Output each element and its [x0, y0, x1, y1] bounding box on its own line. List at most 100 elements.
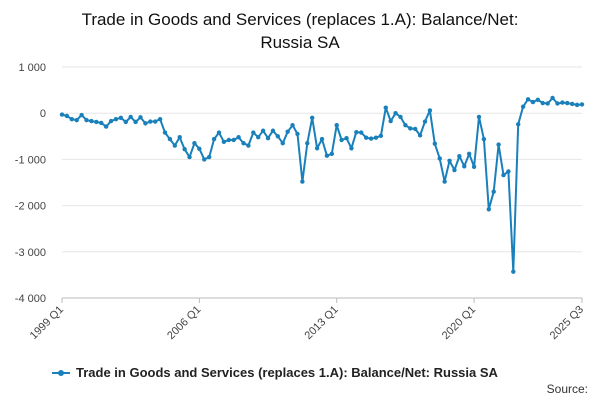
data-point[interactable]	[427, 108, 433, 113]
data-point[interactable]	[398, 114, 403, 120]
data-point[interactable]	[579, 102, 585, 107]
data-point[interactable]	[506, 169, 511, 174]
data-point[interactable]	[447, 158, 452, 163]
data-point[interactable]	[437, 156, 442, 161]
data-point[interactable]	[148, 119, 153, 124]
data-point[interactable]	[339, 137, 344, 143]
data-point[interactable]	[192, 141, 197, 146]
data-point[interactable]	[378, 133, 384, 139]
data-point[interactable]	[305, 141, 310, 146]
data-point[interactable]	[422, 119, 428, 124]
data-point[interactable]	[383, 105, 388, 110]
data-point[interactable]	[197, 146, 202, 151]
data-point[interactable]	[393, 111, 398, 116]
data-point[interactable]	[535, 97, 541, 103]
data-point[interactable]	[275, 134, 281, 139]
data-point[interactable]	[143, 121, 148, 126]
data-point[interactable]	[231, 137, 236, 143]
data-point[interactable]	[344, 135, 349, 141]
data-point[interactable]	[300, 179, 305, 184]
data-point[interactable]	[69, 117, 75, 122]
data-point[interactable]	[432, 141, 438, 146]
data-point[interactable]	[408, 126, 413, 131]
data-point[interactable]	[442, 179, 447, 184]
data-point[interactable]	[153, 119, 158, 124]
data-point[interactable]	[221, 139, 227, 145]
data-point[interactable]	[462, 164, 467, 169]
data-point[interactable]	[118, 115, 124, 121]
data-point[interactable]	[84, 117, 89, 123]
data-point[interactable]	[550, 95, 555, 101]
data-point[interactable]	[187, 154, 192, 160]
data-point[interactable]	[226, 137, 231, 143]
data-point[interactable]	[172, 143, 178, 148]
data-point[interactable]	[260, 128, 266, 133]
data-point[interactable]	[236, 135, 241, 140]
data-point[interactable]	[368, 136, 374, 141]
data-point[interactable]	[285, 129, 290, 134]
data-point[interactable]	[481, 136, 487, 142]
data-point[interactable]	[94, 119, 99, 125]
data-point[interactable]	[530, 99, 536, 105]
data-point[interactable]	[256, 135, 261, 140]
data-point[interactable]	[314, 146, 320, 151]
data-point[interactable]	[241, 141, 246, 146]
data-point[interactable]	[324, 153, 330, 158]
data-point[interactable]	[99, 120, 104, 126]
data-point[interactable]	[295, 131, 300, 137]
data-point[interactable]	[491, 189, 496, 194]
data-point[interactable]	[466, 151, 472, 157]
data-point[interactable]	[329, 151, 335, 157]
data-point[interactable]	[206, 154, 212, 160]
data-point[interactable]	[133, 119, 138, 125]
data-point[interactable]	[280, 141, 285, 146]
data-point[interactable]	[545, 101, 550, 106]
data-point[interactable]	[417, 133, 423, 138]
data-point[interactable]	[79, 112, 84, 118]
data-point[interactable]	[413, 126, 418, 132]
data-point[interactable]	[511, 269, 516, 274]
data-point[interactable]	[354, 129, 359, 135]
data-point[interactable]	[349, 146, 354, 151]
data-point[interactable]	[123, 119, 128, 125]
data-point[interactable]	[471, 164, 477, 169]
data-point[interactable]	[388, 118, 393, 124]
data-point[interactable]	[457, 153, 462, 159]
data-point[interactable]	[555, 101, 560, 106]
data-point[interactable]	[202, 157, 207, 162]
legend[interactable]: Trade in Goods and Services (replaces 1.…	[52, 365, 498, 380]
data-point[interactable]	[560, 100, 565, 105]
data-point[interactable]	[59, 112, 65, 117]
data-point[interactable]	[496, 142, 501, 147]
data-point[interactable]	[363, 135, 369, 140]
data-point[interactable]	[359, 130, 364, 135]
data-point[interactable]	[476, 114, 482, 120]
data-point[interactable]	[540, 100, 545, 106]
data-point[interactable]	[373, 135, 379, 140]
data-point[interactable]	[251, 130, 256, 135]
data-point[interactable]	[452, 167, 457, 173]
data-point[interactable]	[270, 128, 276, 133]
data-point[interactable]	[565, 100, 570, 106]
data-point[interactable]	[108, 118, 114, 124]
data-point[interactable]	[520, 104, 526, 109]
data-point[interactable]	[211, 136, 217, 142]
data-point[interactable]	[177, 135, 182, 140]
data-point[interactable]	[309, 115, 315, 121]
data-point[interactable]	[113, 117, 119, 122]
data-point[interactable]	[265, 135, 271, 141]
data-point[interactable]	[334, 123, 339, 128]
data-point[interactable]	[574, 102, 580, 108]
data-point[interactable]	[290, 123, 295, 128]
data-point[interactable]	[403, 123, 408, 128]
data-point[interactable]	[64, 113, 70, 119]
data-point[interactable]	[103, 124, 109, 129]
data-point[interactable]	[319, 136, 325, 142]
data-point[interactable]	[128, 114, 133, 120]
data-point[interactable]	[486, 207, 491, 212]
data-point[interactable]	[501, 172, 506, 178]
data-point[interactable]	[167, 136, 173, 142]
data-point[interactable]	[89, 118, 94, 124]
data-point[interactable]	[157, 117, 163, 122]
data-point[interactable]	[138, 115, 143, 120]
